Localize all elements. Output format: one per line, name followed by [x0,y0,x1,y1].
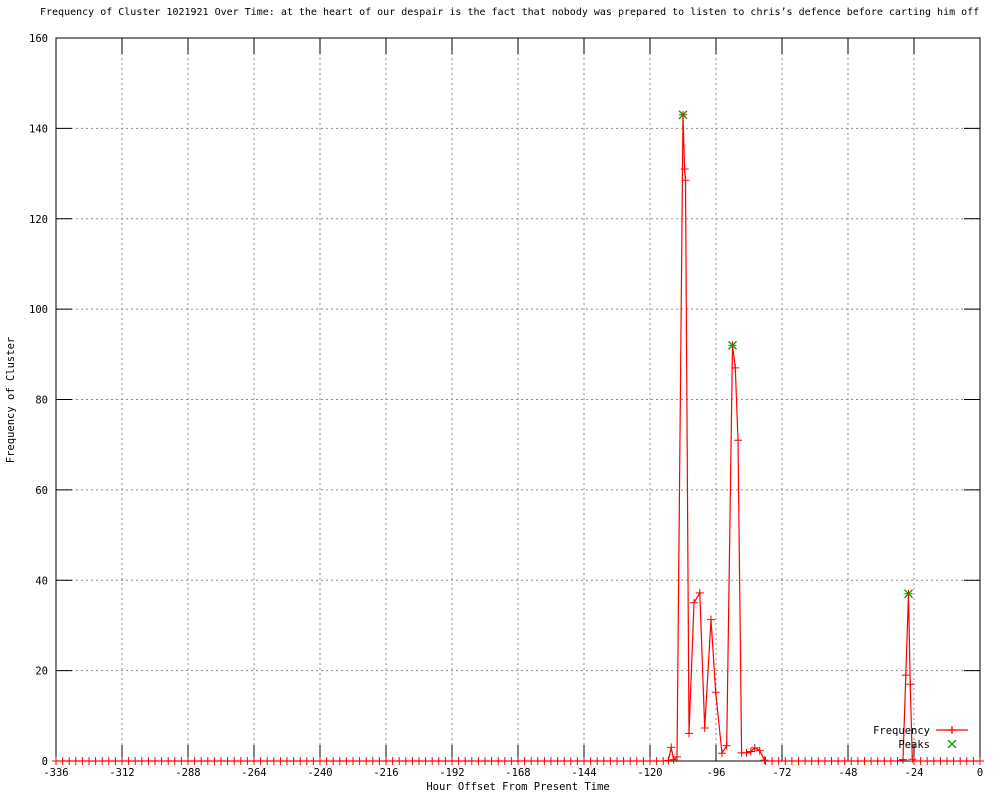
x-tick-label: -240 [307,767,332,779]
x-tick-label: -24 [905,767,924,779]
x-tick-label: -144 [571,767,596,779]
y-tick-label: 160 [29,33,48,45]
x-tick-label: 0 [977,767,983,779]
x-axis-label: Hour Offset From Present Time [426,781,609,793]
x-tick-label: -264 [241,767,266,779]
y-tick-label: 0 [42,756,48,768]
x-tick-label: -96 [707,767,726,779]
x-tick-label: -216 [373,767,398,779]
legend-peaks-label: Peaks [898,739,930,751]
x-tick-label: -72 [773,767,792,779]
x-tick-label: -312 [109,767,134,779]
legend: Frequency Peaks [873,725,968,751]
legend-frequency-plus-icon [948,726,956,734]
chart-title: Frequency of Cluster 1021921 Over Time: … [40,7,980,18]
y-axis-label: Frequency of Cluster [5,337,17,463]
y-tick-label: 140 [29,123,48,135]
x-tick-label: -168 [505,767,530,779]
peaks-cross-markers [678,110,913,599]
x-tick-label: -288 [175,767,200,779]
series-layer [52,110,984,765]
y-tick-label: 100 [29,304,48,316]
x-tick-label: -120 [637,767,662,779]
legend-frequency-label: Frequency [873,725,930,737]
x-tick-label: -192 [439,767,464,779]
y-tick-label: 80 [35,395,48,407]
y-tick-label: 60 [35,485,48,497]
x-tick-label: -48 [839,767,858,779]
y-tick-label: 20 [35,666,48,678]
x-tick-label: -336 [43,767,68,779]
y-tick-label: 40 [35,575,48,587]
frequency-plus-markers [52,110,984,765]
grid-layer [56,38,980,761]
y-tick-label: 120 [29,214,48,226]
legend-peaks-cross-icon [947,739,957,749]
tick-label-layer: -336 -312 -288 -264 -240 -216 -192 -168 -144 -120… [29,33,983,779]
